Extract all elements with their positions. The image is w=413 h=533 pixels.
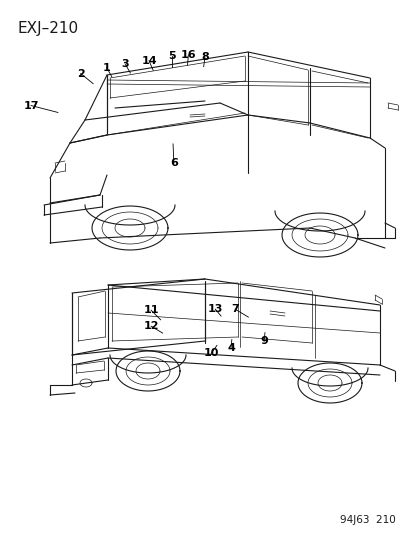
Text: 11: 11 [143,305,159,315]
Text: 8: 8 [201,52,208,62]
Text: 4: 4 [226,343,235,352]
Text: 2: 2 [77,69,84,78]
Text: 12: 12 [143,321,159,331]
Text: 94J63  210: 94J63 210 [339,515,395,525]
Text: 3: 3 [121,60,129,69]
Text: 16: 16 [180,50,196,60]
Text: 6: 6 [169,158,178,168]
Text: 7: 7 [231,304,238,314]
Text: 14: 14 [141,56,157,66]
Text: 10: 10 [203,349,218,358]
Text: 17: 17 [23,101,39,110]
Text: 13: 13 [207,304,223,314]
Text: EXJ–210: EXJ–210 [18,21,79,36]
Text: 1: 1 [103,63,110,72]
Text: 9: 9 [259,336,268,346]
Text: 5: 5 [168,52,175,61]
